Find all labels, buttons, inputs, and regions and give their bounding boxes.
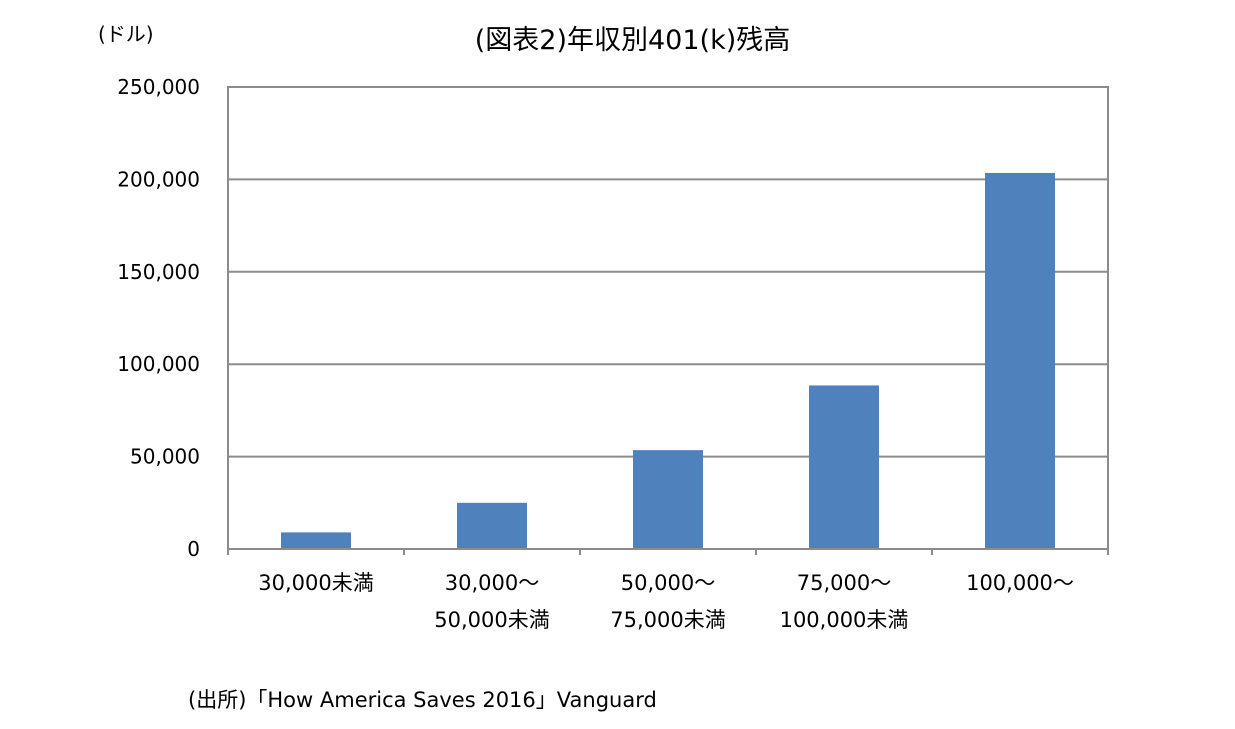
y-tick-labels: 0 50,000 100,000 150,000 200,000 250,000 xyxy=(117,75,200,561)
y-tick-label: 150,000 xyxy=(117,260,200,284)
x-tick-label: 100,000～ xyxy=(966,571,1074,595)
y-tick-label: 50,000 xyxy=(130,445,200,469)
x-tick-label: 50,000未満 xyxy=(434,608,549,632)
x-tick-label: 75,000～ xyxy=(797,571,891,595)
x-tick-labels: 30,000未満 30,000～ 50,000未満 50,000～ 75,000未満 75… xyxy=(258,571,1074,632)
y-tick-label: 100,000 xyxy=(117,352,200,376)
y-unit-label: (ドル) xyxy=(98,22,154,46)
bar xyxy=(809,385,879,549)
y-tick-label: 0 xyxy=(187,537,200,561)
bar xyxy=(281,532,351,549)
source-note: (出所)「How America Saves 2016」Vanguard xyxy=(188,688,657,712)
x-tick-label: 30,000～ xyxy=(445,571,539,595)
gridlines xyxy=(228,86,1108,458)
y-tick-label: 200,000 xyxy=(117,167,200,191)
axes xyxy=(227,86,1109,555)
bars xyxy=(281,172,1055,549)
x-tick-label: 50,000～ xyxy=(621,571,715,595)
bar xyxy=(985,172,1055,549)
x-tick-label: 30,000未満 xyxy=(258,571,373,595)
x-tick-label: 75,000未満 xyxy=(610,608,725,632)
y-tick-label: 250,000 xyxy=(117,75,200,99)
chart-title: (図表2)年収別401(k)残高 xyxy=(474,25,791,56)
x-tick-label: 100,000未満 xyxy=(780,608,909,632)
bar xyxy=(633,450,703,549)
bar xyxy=(457,502,527,549)
